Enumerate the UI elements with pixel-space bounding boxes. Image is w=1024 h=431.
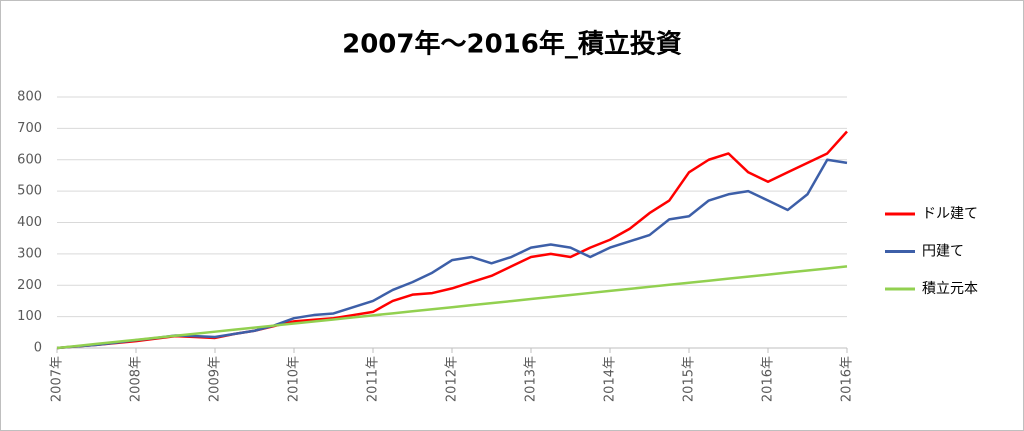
- x-tick-label: 2014年: [603, 356, 618, 402]
- legend-label: 積立元本: [922, 281, 978, 297]
- x-tick-label: 2010年: [287, 356, 302, 402]
- x-tick-label: 2009年: [208, 356, 223, 402]
- series-line: [56, 158, 848, 350]
- y-tick-label: 800: [17, 90, 42, 105]
- y-tick-label: 700: [17, 121, 42, 136]
- x-tick-label: 2016年: [840, 356, 855, 402]
- legend-label: ドル建て: [922, 206, 978, 222]
- y-tick-label: 400: [17, 215, 42, 230]
- y-tick-label: 100: [17, 309, 42, 324]
- y-tick-label: 600: [17, 152, 42, 167]
- chart-title: 2007年～2016年_積立投資: [342, 29, 682, 60]
- y-tick-label: 200: [17, 278, 42, 293]
- x-tick-label: 2007年: [50, 356, 65, 402]
- series-line: [56, 265, 848, 350]
- y-tick-label: 300: [17, 246, 42, 261]
- x-tick-label: 2015年: [682, 356, 697, 402]
- x-tick-label: 2013年: [524, 356, 539, 402]
- y-tick-label: 500: [17, 184, 42, 199]
- x-tick-label: 2016年: [761, 356, 776, 402]
- y-tick-label: 0: [34, 341, 42, 356]
- x-tick-label: 2011年: [366, 356, 381, 402]
- legend-label: 円建て: [922, 244, 964, 260]
- x-tick-label: 2012年: [445, 356, 460, 402]
- x-tick-label: 2008年: [129, 356, 144, 402]
